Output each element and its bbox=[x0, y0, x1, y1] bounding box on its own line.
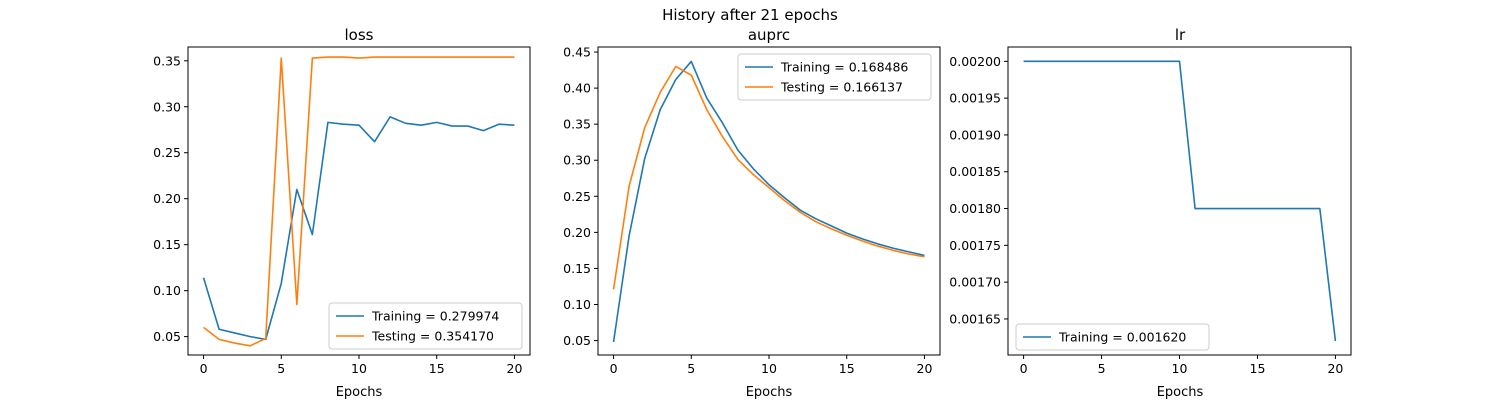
loss-y-tick-label: 0.05 bbox=[153, 329, 181, 344]
loss-y-tick-label: 0.20 bbox=[153, 191, 181, 206]
lr-y-tick-label: 0.00165 bbox=[949, 311, 1001, 326]
lr-series-line-training bbox=[1023, 60, 1337, 342]
loss-y-tick-label: 0.30 bbox=[153, 99, 181, 114]
auprc-subplot: auprc Epochs 0 5 10 15 20 0.05 0.10 0.15 0.20 0.2… bbox=[563, 26, 941, 400]
auprc-series-line-testing bbox=[612, 65, 925, 290]
lr-legend: Training = 0.001620 bbox=[1015, 323, 1210, 351]
auprc-x-tick-label: 20 bbox=[917, 361, 933, 376]
auprc-plot-area: 0 5 10 15 20 0.05 0.10 0.15 0.20 0.25 0.30 0.35 0.40… bbox=[563, 45, 941, 376]
lr-y-tick-label: 0.00195 bbox=[949, 91, 1001, 106]
loss-x-tick-label: 10 bbox=[351, 361, 367, 376]
auprc-y-tick-label: 0.40 bbox=[563, 81, 591, 96]
lr-axes-frame bbox=[1007, 46, 1352, 356]
loss-x-tick-label: 5 bbox=[277, 361, 285, 376]
loss-x-axis-label: Epochs bbox=[336, 385, 383, 400]
loss-y-tick-label: 0.15 bbox=[153, 237, 181, 252]
auprc-x-tick-label: 5 bbox=[687, 361, 695, 376]
lr-x-tick-label: 10 bbox=[1172, 361, 1188, 376]
lr-legend-box bbox=[1015, 323, 1210, 351]
auprc-y-tick-label: 0.05 bbox=[563, 333, 591, 348]
lr-x-tick-label: 20 bbox=[1327, 361, 1343, 376]
figure-title: History after 21 epochs bbox=[662, 6, 838, 24]
loss-legend-box bbox=[328, 302, 523, 350]
auprc-subplot-title: auprc bbox=[748, 26, 790, 44]
lr-y-tick-label: 0.00170 bbox=[949, 275, 1001, 290]
loss-legend-label-training: Training = 0.279974 bbox=[371, 309, 499, 324]
loss-plot-area: 0 5 10 15 20 0.05 0.10 0.15 0.20 0.25 0.30 0.35 Trai… bbox=[153, 46, 531, 376]
lr-x-tick-label: 0 bbox=[1020, 361, 1028, 376]
auprc-legend-label-testing: Testing = 0.166137 bbox=[780, 80, 903, 95]
loss-series-line-training bbox=[202, 116, 515, 341]
loss-x-tick-label: 0 bbox=[200, 361, 208, 376]
loss-legend-label-testing: Testing = 0.354170 bbox=[371, 329, 494, 344]
lr-y-tick-label: 0.00190 bbox=[949, 127, 1001, 142]
lr-x-axis-label: Epochs bbox=[1157, 385, 1204, 400]
lr-y-tick-label: 0.00200 bbox=[949, 54, 1001, 69]
auprc-legend-box bbox=[737, 53, 932, 101]
lr-y-tick-label: 0.00175 bbox=[949, 238, 1001, 253]
loss-subplot-title: loss bbox=[345, 26, 374, 44]
loss-subplot: loss Epochs 0 5 10 15 20 0.05 0.10 0.15 0.20 0.25… bbox=[153, 26, 531, 400]
lr-y-tick-label: 0.00185 bbox=[949, 164, 1001, 179]
lr-x-tick-label: 5 bbox=[1098, 361, 1106, 376]
lr-y-tick-label: 0.00180 bbox=[949, 201, 1001, 216]
loss-x-tick-label: 20 bbox=[507, 361, 523, 376]
auprc-x-axis-label: Epochs bbox=[746, 385, 793, 400]
lr-subplot: lr Epochs 0 5 10 15 200.001650.001700.001750… bbox=[949, 26, 1352, 400]
auprc-series-line-training bbox=[612, 60, 925, 343]
auprc-x-tick-label: 0 bbox=[610, 361, 618, 376]
loss-y-tick-label: 0.35 bbox=[153, 53, 181, 68]
auprc-y-tick-label: 0.10 bbox=[563, 297, 591, 312]
auprc-y-tick-label: 0.25 bbox=[563, 189, 591, 204]
lr-legend-label-training: Training = 0.001620 bbox=[1058, 330, 1186, 345]
auprc-legend: Training = 0.168486 Testing = 0.166137 bbox=[737, 53, 932, 101]
auprc-y-tick-label: 0.15 bbox=[563, 261, 591, 276]
auprc-y-tick-label: 0.35 bbox=[563, 117, 591, 132]
lr-subplot-title: lr bbox=[1175, 26, 1186, 44]
auprc-y-tick-label: 0.45 bbox=[563, 45, 591, 60]
auprc-y-tick-label: 0.30 bbox=[563, 153, 591, 168]
loss-x-tick-label: 15 bbox=[429, 361, 445, 376]
loss-y-tick-label: 0.25 bbox=[153, 145, 181, 160]
auprc-x-tick-label: 15 bbox=[839, 361, 855, 376]
auprc-legend-label-training: Training = 0.168486 bbox=[780, 60, 908, 75]
auprc-x-tick-label: 10 bbox=[761, 361, 777, 376]
lr-x-tick-label: 15 bbox=[1250, 361, 1266, 376]
loss-y-tick-label: 0.10 bbox=[153, 283, 181, 298]
loss-series-line-testing bbox=[203, 56, 515, 347]
lr-plot-area: 0 5 10 15 20 0.00165 0.00170 0.00175 0.00180 0.00… bbox=[949, 46, 1352, 376]
loss-legend: Training = 0.279974 Testing = 0.354170 bbox=[328, 302, 523, 350]
auprc-y-tick-label: 0.20 bbox=[563, 225, 591, 240]
